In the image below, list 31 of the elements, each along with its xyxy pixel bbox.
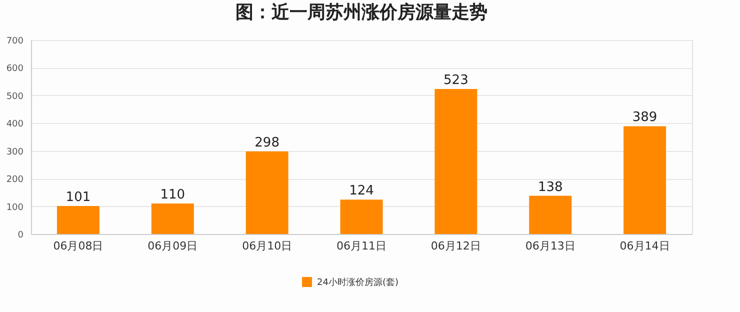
data-label: 138 [538,180,563,195]
x-tick-label: 06月13日 [525,240,576,252]
bar [56,206,100,234]
y-tick-label: 0 [18,230,24,240]
y-tick-label: 700 [6,36,24,46]
y-tick-label: 200 [6,175,24,186]
legend-label: 24小时涨价房源(套) [317,277,398,288]
x-tick-label: 06月08日 [53,240,104,252]
y-tick-label: 100 [6,202,24,213]
data-label: 523 [444,73,468,88]
x-tick-label: 06月14日 [620,240,670,252]
y-tick-label: 400 [6,120,24,130]
x-tick-label: 06月10日 [242,240,292,252]
x-tick-label: 06月11日 [336,240,386,252]
data-label: 298 [254,135,280,150]
data-label: 124 [349,184,374,199]
y-tick-label: 500 [6,92,24,102]
y-tick-label: 600 [6,64,24,74]
bar [624,126,666,234]
data-label: 389 [632,110,658,126]
bar [529,196,572,234]
x-tick-label: 06月12日 [430,240,481,252]
bar [434,89,478,234]
bar [246,151,288,234]
bar [151,204,194,234]
data-label: 110 [160,188,186,203]
data-label: 101 [66,190,91,206]
x-tick-label: 06月09日 [148,240,198,252]
chart-title: 图：近一周苏州涨价房源量走势 [236,2,488,23]
bar [340,200,383,234]
y-tick-label: 300 [6,147,24,158]
